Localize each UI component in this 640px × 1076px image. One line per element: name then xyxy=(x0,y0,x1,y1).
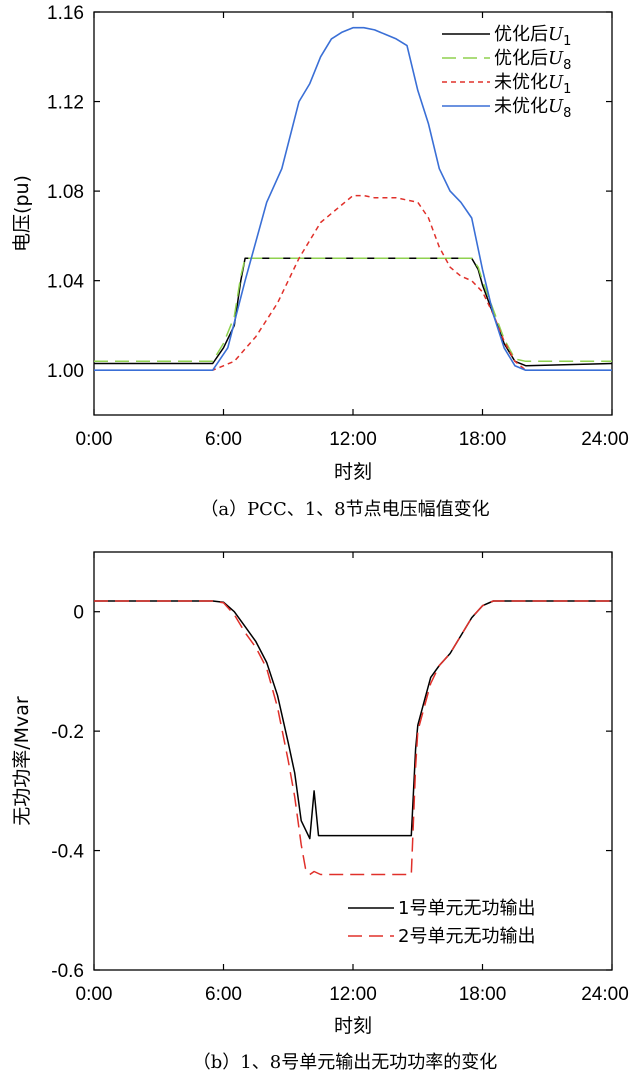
x-tick-label: 12:00 xyxy=(329,984,377,1005)
legend-label: 优化后U1 xyxy=(494,24,571,49)
panel-a-y-axis-label: 电压(pu) xyxy=(11,175,33,252)
y-tick-label: -0.4 xyxy=(51,842,84,863)
legend-label: 未优化U1 xyxy=(494,72,571,97)
y-tick-label: 1.08 xyxy=(47,182,84,203)
x-tick-label: 18:00 xyxy=(459,984,507,1005)
series-line-1 xyxy=(94,257,613,367)
panel-b-y-axis-label: 无功功率/Mvar xyxy=(11,696,33,826)
x-tick-label: 6:00 xyxy=(205,429,242,450)
legend-label-subscript: 8 xyxy=(563,106,571,121)
y-tick-label: 1.00 xyxy=(47,361,84,382)
series-line-2 xyxy=(94,257,612,363)
legend-label-subscript: 1 xyxy=(563,34,571,49)
series-line-2 xyxy=(94,600,612,876)
y-tick-label: 0 xyxy=(73,603,84,624)
series-line-3 xyxy=(94,194,612,371)
y-tick-label: -0.2 xyxy=(51,722,84,743)
y-tick-label: 1.04 xyxy=(47,272,84,293)
legend-label-subscript: 1 xyxy=(563,82,571,97)
legend-label-subscript: 8 xyxy=(563,58,571,73)
x-tick-label: 6:00 xyxy=(205,984,242,1005)
x-tick-label: 0:00 xyxy=(76,429,113,450)
y-tick-label: 1.16 xyxy=(47,3,84,24)
panel-b-reactive-power-chart: 0 -0.2 -0.4 -0.6 0:00 6:00 12:00 18:00 24:00 1号… xyxy=(11,551,629,1073)
y-tick-label: 1.12 xyxy=(47,93,84,114)
legend-label: 未优化U8 xyxy=(494,96,571,121)
legend-label-symbol: U xyxy=(548,24,564,45)
legend-label-symbol: U xyxy=(548,96,564,117)
x-tick-label: 12:00 xyxy=(329,429,377,450)
legend-label: 2号单元无功输出 xyxy=(398,926,535,947)
legend-label-name: 未优化 xyxy=(494,96,548,117)
y-tick-label: -0.6 xyxy=(51,961,84,982)
panel-a-x-ticks: 0:00 6:00 12:00 18:00 24:00 xyxy=(76,12,629,450)
panel-b-x-axis-label: 时刻 xyxy=(334,1015,372,1037)
legend-label-symbol: U xyxy=(548,48,564,69)
legend-label: 优化后U8 xyxy=(494,48,571,73)
panel-b-y-ticks: 0 -0.2 -0.4 -0.6 xyxy=(51,603,612,982)
panel-a-caption: （a）PCC、1、8节点电压幅值变化 xyxy=(200,499,489,520)
legend-label-name: 优化后 xyxy=(494,24,548,45)
series-line-4 xyxy=(94,26,612,372)
legend-label-name: 未优化 xyxy=(494,72,548,93)
panel-b-caption: （b）1、8号单元输出无功功率的变化 xyxy=(193,1052,497,1073)
panel-a-x-axis-label: 时刻 xyxy=(334,461,372,483)
panel-b-series xyxy=(94,600,612,876)
x-tick-label: 24:00 xyxy=(581,429,629,450)
x-tick-label: 24:00 xyxy=(581,984,629,1005)
x-tick-label: 0:00 xyxy=(76,984,113,1005)
legend-label: 1号单元无功输出 xyxy=(398,898,535,919)
panel-b-x-ticks: 0:00 6:00 12:00 18:00 24:00 xyxy=(76,552,629,1005)
x-tick-label: 18:00 xyxy=(459,429,507,450)
legend-label-symbol: U xyxy=(548,72,564,93)
panel-a-y-ticks: 1.00 1.04 1.08 1.12 1.16 xyxy=(47,3,612,382)
series-line-1 xyxy=(94,600,612,840)
legend-label-name: 2号单元无功输出 xyxy=(398,926,535,947)
panel-a-series xyxy=(94,26,613,372)
legend-label-name: 优化后 xyxy=(494,48,548,69)
legend-label-name: 1号单元无功输出 xyxy=(398,898,535,919)
panel-b-legend: 1号单元无功输出 2号单元无功输出 xyxy=(348,898,535,947)
panel-a-voltage-chart: 1.00 1.04 1.08 1.12 1.16 0:00 6:00 12:00 18:00 2… xyxy=(11,3,629,520)
